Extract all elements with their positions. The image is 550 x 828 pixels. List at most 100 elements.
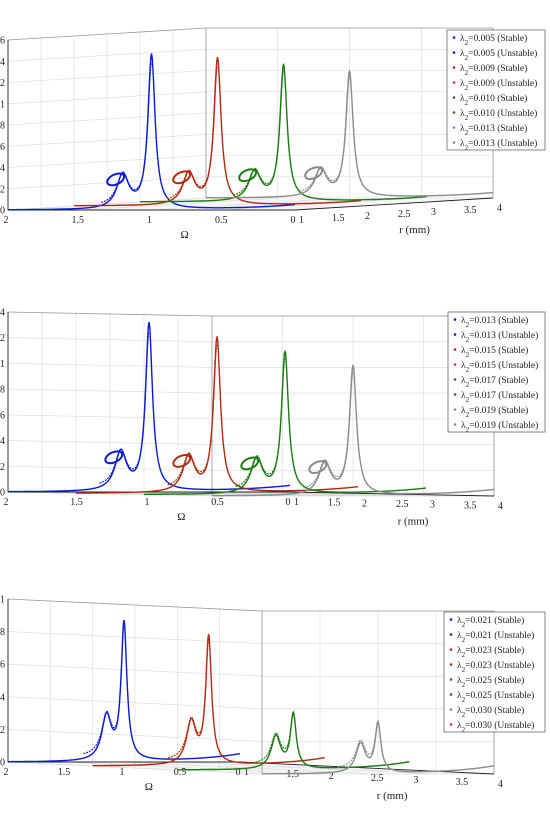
r-tick-label: 3	[430, 500, 435, 511]
omega-tick-label: 0.5	[215, 215, 228, 226]
series-unstable-branch	[168, 639, 210, 759]
legend-entry: λ2=0.009 (Stable)	[460, 63, 527, 77]
legend-marker	[453, 423, 457, 426]
legend-entry: λ2=0.023 (Stable)	[457, 645, 524, 659]
z-tick-label: 0.6	[0, 660, 5, 671]
grid-line	[7, 696, 494, 710]
legend-entry: λ2=0.009 (Unstable)	[460, 78, 537, 92]
legend-marker	[452, 36, 456, 39]
r-tick-label: 1	[299, 215, 304, 226]
omega-axis-label: Ω	[177, 511, 185, 523]
series-line	[76, 336, 359, 494]
series-1	[8, 619, 241, 763]
legend-entry: λ2=0.005 (Unstable)	[460, 48, 537, 62]
r-tick-label: 1	[244, 767, 249, 778]
series-2	[74, 56, 362, 207]
r-tick-label: 1.5	[332, 213, 345, 224]
z-tick-label: 0.8	[0, 385, 5, 396]
z-tick-label: 0.6	[0, 142, 5, 153]
grid-line	[7, 155, 493, 168]
series-line	[177, 710, 410, 771]
omega-tick-label: 2	[4, 215, 9, 226]
chart-panel-2: 00.20.40.60.811.21.421.510.5011.522.533.…	[0, 308, 546, 527]
z-tick-label: 0.4	[0, 436, 5, 447]
legend-entry: λ2=0.005 (Stable)	[460, 33, 527, 47]
legend-entry: λ2=0.013 (Stable)	[461, 315, 528, 329]
series-loop	[238, 168, 258, 183]
series-4	[262, 719, 495, 775]
r-tick-label: 1.5	[328, 498, 341, 509]
grid-line	[7, 414, 494, 420]
omega-tick-label: 0.5	[211, 497, 224, 508]
series-1	[8, 321, 290, 493]
series-line	[8, 619, 241, 763]
omega-tick-label: 0.5	[174, 767, 187, 778]
series-unstable-branch	[303, 371, 354, 489]
omega-tick-label: 1	[120, 767, 125, 778]
z-tick-label: 0.2	[0, 725, 5, 736]
z-tick-label: 0.6	[0, 410, 5, 421]
r-tick-label: 3	[431, 207, 436, 218]
r-tick-label: 3.5	[464, 500, 477, 511]
series-4	[212, 364, 495, 497]
chart-panel-1: 00.20.40.60.811.21.41.621.510.5011.522.5…	[0, 27, 546, 241]
legend-entry: λ2=0.013 (Stable)	[460, 123, 527, 137]
legend-entry: λ2=0.015 (Stable)	[461, 345, 528, 359]
legend-entry: λ2=0.021 (Stable)	[457, 615, 524, 629]
legend-box	[446, 29, 546, 151]
legend-marker	[449, 663, 453, 666]
legend-entry: λ2=0.010 (Unstable)	[460, 108, 537, 122]
grid-line	[7, 631, 494, 644]
series-3	[144, 350, 426, 496]
omega-tick-label: 0	[236, 767, 241, 778]
r-tick-label: 2	[365, 211, 370, 222]
legend-marker	[453, 378, 457, 381]
series-line	[8, 321, 290, 493]
r-tick-label: 1	[294, 497, 299, 508]
grid-line	[7, 70, 493, 83]
grid-line	[7, 48, 493, 62]
box-top	[7, 27, 493, 41]
z-tick-label: 1	[0, 99, 5, 110]
axes-box	[7, 598, 495, 774]
series-unstable-branch	[233, 71, 284, 196]
series-line	[74, 56, 362, 207]
series-3	[177, 710, 410, 771]
series-unstable-branch	[252, 711, 294, 764]
grid-line	[7, 761, 263, 775]
legend-entry: λ2=0.025 (Unstable)	[457, 690, 534, 704]
z-tick-label: 0.2	[0, 184, 5, 195]
legend-marker	[449, 648, 453, 651]
r-axis-label: r (mm)	[399, 224, 430, 236]
legend-entry: λ2=0.019 (Unstable)	[461, 420, 538, 434]
omega-tick-label: 1.5	[72, 215, 85, 226]
series-unstable-branch	[337, 720, 379, 768]
grid-line	[79, 197, 278, 211]
grid	[7, 598, 495, 775]
z-tick-label: 0.4	[0, 163, 5, 174]
r-tick-label: 4	[497, 203, 502, 214]
z-tick-label: 1.4	[0, 57, 5, 68]
r-tick-label: 2	[329, 771, 334, 782]
series-line	[92, 633, 325, 767]
grid-line	[7, 598, 494, 612]
legend: λ2=0.005 (Stable)λ2=0.005 (Unstable)λ2=0…	[446, 29, 546, 152]
series-2	[92, 633, 325, 767]
legend-entry: λ2=0.015 (Unstable)	[461, 360, 538, 374]
legend-marker	[452, 51, 456, 54]
z-tick-label: 1.2	[0, 333, 5, 344]
z-tick-label: 0.4	[0, 692, 5, 703]
r-axis	[239, 761, 495, 775]
series-line	[140, 63, 428, 203]
legend-marker	[453, 393, 457, 396]
legend-marker	[453, 348, 457, 351]
z-tick-label: 1.6	[0, 36, 5, 47]
series-4	[206, 70, 494, 199]
legend-marker	[452, 126, 456, 129]
grid-line	[7, 440, 494, 445]
legend-entry: λ2=0.019 (Stable)	[461, 405, 528, 419]
grid-line	[7, 134, 493, 147]
legend-marker	[453, 363, 457, 366]
omega-tick-label: 0	[291, 215, 296, 226]
series-line	[8, 53, 296, 211]
